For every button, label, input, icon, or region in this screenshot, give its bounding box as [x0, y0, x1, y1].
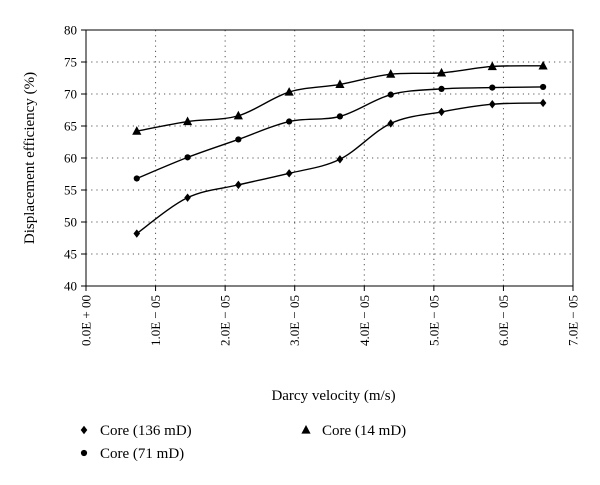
data-point-circle: [235, 136, 242, 143]
legend-marker-circle: [80, 449, 88, 457]
data-point-diamond: [235, 180, 242, 190]
trend-lines: [136, 65, 544, 235]
data-point-triangle: [487, 61, 497, 71]
y-tick-label: 55: [64, 183, 77, 198]
x-tick-label: 5.0E − 05: [426, 295, 441, 346]
data-point-circle: [539, 83, 547, 91]
y-tick-label: 60: [64, 151, 77, 166]
y-tick-label: 70: [64, 87, 77, 102]
series-line: [136, 86, 544, 180]
data-point-circle: [133, 175, 140, 182]
data-point-triangle: [386, 69, 396, 78]
data-point-diamond: [387, 119, 395, 128]
data-point-diamond: [184, 193, 191, 202]
data-point-circle: [438, 85, 445, 92]
data-point-diamond: [539, 98, 547, 108]
legend-label: Core (136 mD): [100, 423, 192, 439]
data-point-triangle: [182, 116, 193, 126]
data-point-triangle: [538, 60, 548, 70]
data-point-triangle: [284, 87, 294, 96]
data-point-diamond: [285, 169, 293, 178]
x-axis: 0.0E + 00 1.0E − 05 2.0E − 05 3.0E − 05 4.0E…: [79, 286, 581, 346]
data-point-triangle: [233, 110, 243, 120]
x-tick-label: 0.0E + 00: [79, 295, 94, 346]
data-point-diamond: [438, 107, 445, 117]
data-point-circle: [489, 84, 496, 91]
y-tick-label: 65: [64, 119, 77, 134]
data-points: [132, 60, 548, 238]
series-line: [136, 65, 544, 132]
x-tick-label: 4.0E − 05: [357, 295, 372, 346]
x-tick-label: 6.0E − 05: [496, 295, 511, 346]
series-line: [136, 102, 544, 235]
x-tick-label: 3.0E − 05: [287, 295, 302, 346]
x-axis-label: Darcy velocity (m/s): [271, 388, 395, 404]
y-axis: 40 45 50 55 60 65 70 75 80: [64, 23, 86, 294]
y-tick-label: 50: [64, 215, 77, 230]
y-tick-label: 80: [64, 23, 77, 38]
legend-label: Core (14 mD): [322, 423, 406, 439]
gridlines: [86, 30, 573, 286]
data-point-diamond: [133, 229, 141, 238]
y-tick-label: 40: [64, 279, 77, 294]
y-tick-label: 45: [64, 247, 77, 262]
data-point-triangle: [132, 126, 142, 135]
legend-item: Core (14 mD): [301, 423, 406, 439]
legend-item: Core (136 mD): [80, 423, 192, 439]
data-point-diamond: [336, 155, 344, 164]
data-point-circle: [184, 154, 191, 161]
x-tick-label: 2.0E − 05: [218, 295, 233, 346]
x-tick-label: 7.0E − 05: [566, 295, 581, 346]
data-point-triangle: [436, 67, 447, 77]
x-tick-label: 1.0E − 05: [148, 295, 163, 346]
legend-marker-diamond: [80, 425, 88, 435]
legend-marker-triangle: [301, 425, 311, 434]
data-point-circle: [387, 91, 394, 98]
data-point-circle: [286, 118, 293, 125]
data-point-triangle: [335, 79, 345, 88]
data-point-circle: [336, 113, 344, 120]
legend-label: Core (71 mD): [100, 446, 184, 462]
y-tick-label: 75: [64, 55, 77, 70]
y-axis-label: Displacement efficiency (%): [22, 72, 38, 244]
data-point-diamond: [488, 100, 496, 109]
legend: Core (136 mD) Core (71 mD) Core (14 mD): [80, 423, 406, 462]
legend-item: Core (71 mD): [80, 446, 184, 462]
